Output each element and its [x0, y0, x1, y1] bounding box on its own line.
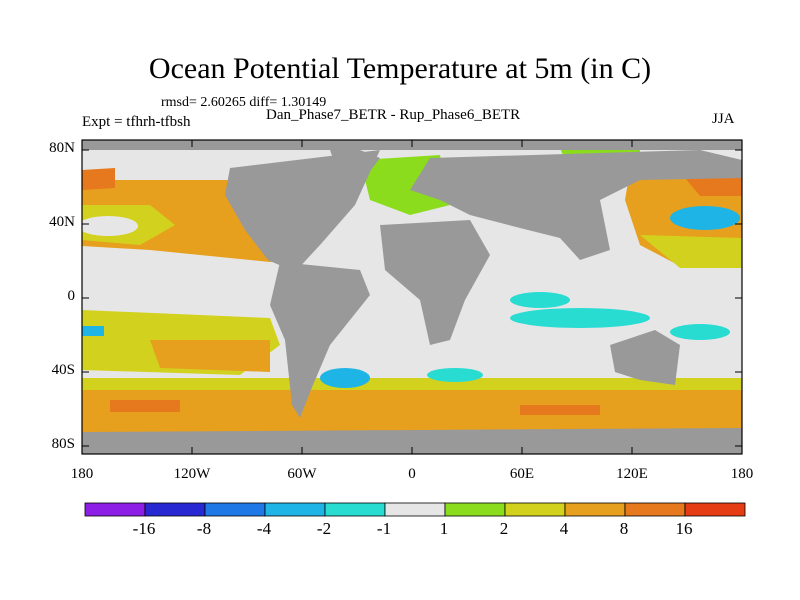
lon-label-120e: 120E: [616, 466, 648, 482]
subtitle-text: Dan_Phase7_BETR - Rup_Phase6_BETR: [266, 107, 521, 123]
lon-label-120w: 120W: [173, 466, 211, 482]
colorbar-swatch: [204, 502, 266, 517]
lat-label-40n: 40N: [49, 214, 75, 230]
colorbar-swatch: [264, 502, 326, 517]
stats-text: rmsd= 2.60265 diff= 1.30149: [161, 95, 327, 110]
south-atlantic-cool-patch: [320, 368, 370, 388]
colorbar-label: -2: [316, 519, 332, 538]
map-title: Ocean Potential Temperature at 5m (in C): [148, 52, 652, 85]
lat-label-80n: 80N: [49, 140, 75, 156]
lat-label-80s: 80S: [51, 436, 75, 452]
lon-label-60w: 60W: [287, 466, 317, 482]
colorbar: [84, 502, 746, 517]
colorbar-swatch: [684, 502, 746, 517]
colorbar-swatch: [324, 502, 386, 517]
west-pacific-band: [640, 235, 742, 268]
colorbar-swatch: [444, 502, 506, 517]
axis-ticks: [81, 140, 743, 454]
antarctica-landmass: [82, 428, 742, 454]
lon-label-0: 0: [408, 466, 416, 482]
north-america-landmass: [225, 150, 380, 272]
colorbar-label: 16: [675, 519, 693, 538]
season-label: JJA: [712, 111, 735, 127]
eurasia-landmass: [410, 150, 742, 260]
lon-label-60e: 60E: [509, 466, 535, 482]
greenland-landmass: [330, 150, 380, 182]
lat-label-40s: 40S: [51, 362, 75, 378]
southern-ocean-hotspot: [520, 405, 600, 415]
agulhas-cool-patch: [427, 368, 483, 382]
lat-label-0: 0: [67, 288, 76, 304]
north-pacific-cool-patch: [82, 216, 138, 236]
colorbar-swatch: [384, 502, 446, 517]
australia-landmass: [610, 330, 680, 385]
colorbar-swatch: [624, 502, 686, 517]
lon-label-180w: 180: [70, 466, 94, 482]
south-america-landmass: [270, 262, 370, 418]
indian-ocean-cool-band: [510, 308, 650, 328]
colorbar-swatch: [84, 502, 146, 517]
colorbar-label: 8: [619, 519, 629, 538]
indian-ocean-cool-patch: [510, 292, 570, 308]
lon-label-180e: 180: [730, 466, 754, 482]
southern-ocean-edge: [82, 378, 742, 390]
experiment-label: Expt = tfhrh-tfbsh: [82, 114, 191, 130]
africa-landmass: [380, 220, 490, 345]
colorbar-label: -4: [256, 519, 272, 538]
pacific-cool-patch: [670, 324, 730, 340]
colorbar-swatch: [504, 502, 566, 517]
north-pacific-hotspot: [82, 168, 115, 190]
colorbar-label: 2: [499, 519, 509, 538]
colorbar-label: -16: [132, 519, 156, 538]
map-field: [82, 140, 742, 454]
colorbar-label: 1: [439, 519, 449, 538]
southern-ocean-hotspot: [110, 400, 180, 412]
east-pacific-cool-patch: [82, 326, 104, 336]
kuroshio-cool-patch: [670, 206, 740, 230]
colorbar-label: -1: [376, 519, 392, 538]
colorbar-label: -8: [196, 519, 212, 538]
land-masses: [82, 140, 742, 454]
colorbar-swatch: [144, 502, 206, 517]
colorbar-label: 4: [559, 519, 569, 538]
south-pacific-warm: [150, 340, 270, 372]
colorbar-swatch: [564, 502, 626, 517]
